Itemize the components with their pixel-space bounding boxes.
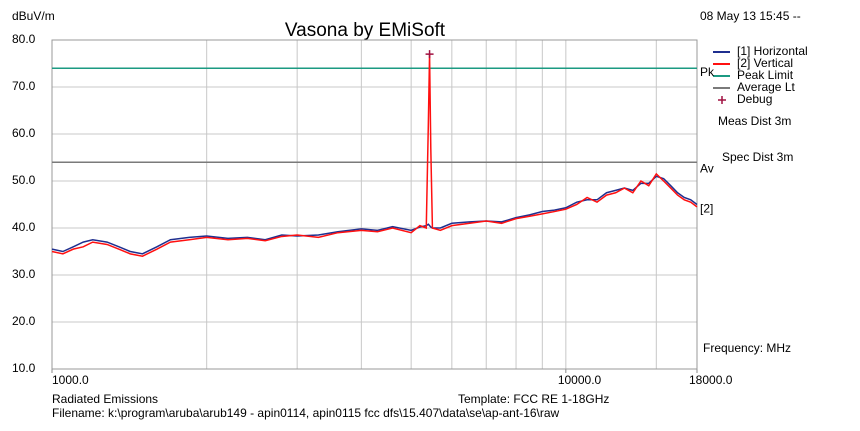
annotation: Av (700, 161, 714, 175)
y-tick-label: 20.0 (12, 314, 36, 328)
date: 08 May 13 15:45 -- (700, 9, 801, 23)
legend-label: Debug (737, 92, 772, 106)
series-line (51, 175, 698, 255)
footer-title: Radiated Emissions (52, 392, 158, 406)
y-tick-label: 40.0 (12, 220, 36, 234)
y-tick-label: 50.0 (12, 173, 36, 187)
template: Template: FCC RE 1-18GHz (458, 392, 609, 406)
debug-marker (425, 50, 434, 59)
annotation: Pk (700, 65, 715, 79)
x-axis-label: Frequency: MHz (703, 341, 791, 355)
legend-label: Peak Limit (737, 68, 794, 82)
x-tick-label: 10000.0 (558, 373, 602, 387)
x-tick-label: 1000.0 (52, 373, 89, 387)
legend-label: [2] Vertical (737, 56, 793, 70)
legend-marker (718, 96, 726, 104)
y-tick-label: 70.0 (12, 79, 36, 93)
y-tick-label: 10.0 (12, 361, 36, 375)
legend-label: [1] Horizontal (737, 44, 808, 58)
y-axis-label: dBuV/m (12, 9, 55, 23)
chart-title: Vasona by EMiSoft (285, 20, 446, 41)
y-tick-label: 80.0 (12, 32, 36, 46)
annotation: [2] (700, 201, 713, 215)
x-tick-label: 18000.0 (689, 373, 733, 387)
y-tick-label: 60.0 (12, 126, 36, 140)
spec-dist: Spec Dist 3m (722, 150, 793, 164)
legend-label: Average Lt (737, 80, 795, 94)
series-line (51, 54, 698, 257)
meas-dist: Meas Dist 3m (718, 114, 791, 128)
y-tick-label: 30.0 (12, 267, 36, 281)
filename: Filename: k:\program\aruba\arub149 - api… (52, 406, 560, 420)
